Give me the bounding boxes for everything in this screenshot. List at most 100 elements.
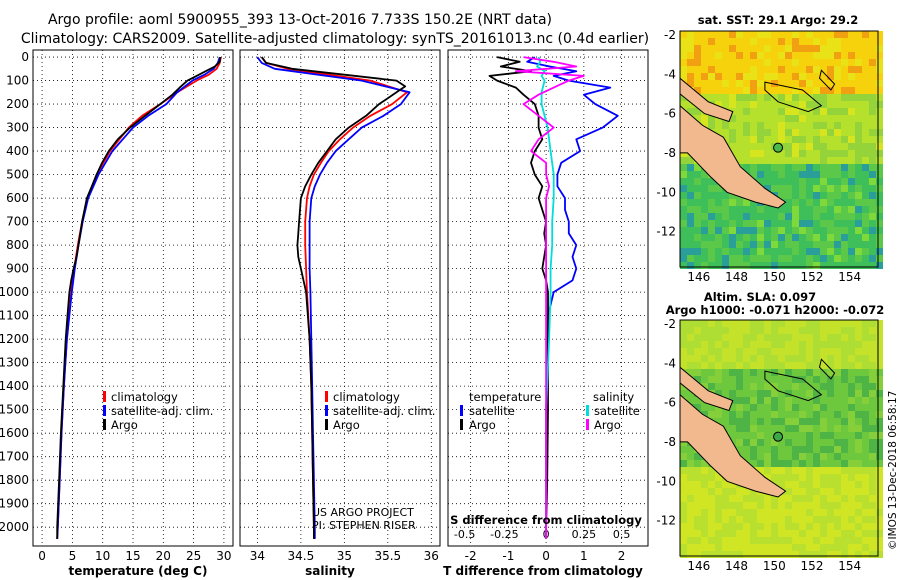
map-cell: [680, 348, 687, 355]
map-lon-tick: 146: [687, 270, 710, 284]
map-cell: [806, 115, 813, 122]
map-cell: [792, 150, 799, 157]
map-cell: [715, 262, 722, 269]
map-cell: [869, 446, 876, 453]
sst-map-title: sat. SST: 29.1 Argo: 29.2: [698, 13, 858, 27]
map-cell: [876, 523, 883, 530]
map-cell: [771, 355, 778, 362]
map-cell: [827, 52, 834, 59]
map-cell: [799, 446, 806, 453]
map-cell: [834, 383, 841, 390]
map-cell: [862, 206, 869, 213]
map-cell: [701, 213, 708, 220]
map-cell: [778, 66, 785, 73]
map-cell: [827, 143, 834, 150]
map-cell: [876, 390, 883, 397]
map-cell: [792, 227, 799, 234]
map-cell: [771, 411, 778, 418]
map-cell: [694, 38, 701, 45]
map-cell: [813, 94, 820, 101]
map-cell: [750, 362, 757, 369]
map-cell: [736, 150, 743, 157]
map-cell: [701, 38, 708, 45]
map-cell: [869, 178, 876, 185]
map-cell: [694, 255, 701, 262]
map-cell: [757, 369, 764, 376]
map-cell: [792, 45, 799, 52]
map-cell: [841, 206, 848, 213]
map-cell: [743, 411, 750, 418]
map-cell: [694, 516, 701, 523]
legend-climatology: climatology: [333, 390, 400, 404]
map-cell: [736, 241, 743, 248]
map-cell: [862, 488, 869, 495]
map-cell: [792, 383, 799, 390]
map-cell: [876, 248, 883, 255]
map-cell: [771, 136, 778, 143]
x-tick-label: 34.5: [288, 549, 315, 563]
map-cell: [848, 66, 855, 73]
map-cell: [722, 530, 729, 537]
map-cell: [771, 348, 778, 355]
map-cell: [687, 248, 694, 255]
legend-swatch-climatology: [103, 391, 106, 402]
map-cell: [820, 355, 827, 362]
map-cell: [694, 530, 701, 537]
map-cell: [694, 488, 701, 495]
map-cell: [680, 227, 687, 234]
map-cell: [799, 530, 806, 537]
map-cell: [848, 544, 855, 551]
map-cell: [708, 502, 715, 509]
map-cell: [862, 432, 869, 439]
map-cell: [701, 87, 708, 94]
map-coastline: [764, 370, 823, 402]
map-cell: [778, 227, 785, 234]
map-cell: [708, 73, 715, 80]
map-cell: [708, 234, 715, 241]
map-lat-tick: -10: [656, 185, 676, 199]
map-cell: [813, 73, 820, 80]
map-cell: [869, 192, 876, 199]
map-cell: [757, 509, 764, 516]
map-cell: [848, 213, 855, 220]
map-cell: [729, 369, 736, 376]
map-cell: [855, 220, 862, 227]
map-cell: [736, 38, 743, 45]
map-cell: [778, 220, 785, 227]
map-cell: [729, 255, 736, 262]
map-cell: [764, 80, 771, 87]
map-cell: [876, 383, 883, 390]
map-cell: [869, 544, 876, 551]
map-cell: [708, 262, 715, 269]
map-cell: [855, 94, 862, 101]
map-cell: [680, 199, 687, 206]
map-cell: [736, 537, 743, 544]
map-cell: [778, 87, 785, 94]
map-cell: [736, 439, 743, 446]
map-cell: [869, 523, 876, 530]
map-cell: [827, 185, 834, 192]
legend-salinity-title: salinity: [593, 390, 634, 404]
top-tick-label: -0.5: [454, 528, 475, 541]
legend-argo: Argo: [333, 418, 360, 432]
map-cell: [750, 355, 757, 362]
map-cell: [834, 143, 841, 150]
map-cell: [757, 115, 764, 122]
map-cell: [813, 516, 820, 523]
project-credit: US ARGO PROJECT: [312, 506, 414, 519]
map-cell: [855, 122, 862, 129]
map-cell: [687, 544, 694, 551]
x-tick-label: 34: [250, 549, 265, 563]
map-cell: [764, 129, 771, 136]
map-cell: [841, 502, 848, 509]
depth-tick-label: 1400: [0, 379, 29, 393]
map-cell: [680, 439, 687, 446]
map-cell: [799, 122, 806, 129]
map-cell: [806, 390, 813, 397]
map-cell: [820, 537, 827, 544]
map-cell: [750, 199, 757, 206]
map-cell: [862, 502, 869, 509]
map-cell: [869, 164, 876, 171]
map-cell: [806, 327, 813, 334]
